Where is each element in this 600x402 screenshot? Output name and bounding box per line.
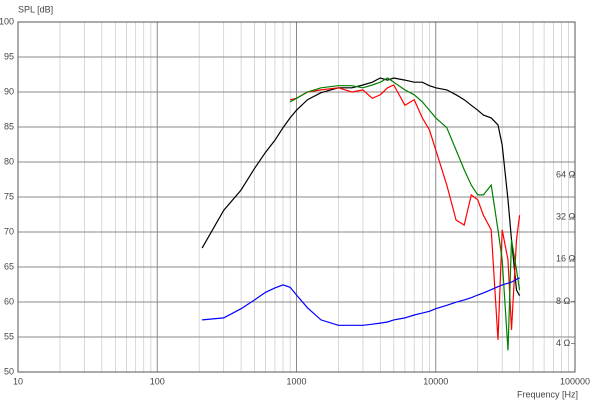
series-line — [289, 84, 521, 340]
series-line — [202, 277, 520, 326]
y2-tick-label: 8 Ω — [556, 296, 571, 306]
y2-tick-label: 64 Ω — [556, 170, 576, 180]
y-tick-label: 75 — [4, 191, 14, 201]
y-tick-label: 95 — [4, 51, 14, 61]
x-tick-label: 100000 — [560, 376, 590, 386]
y2-tick-label: 32 Ω — [556, 212, 576, 222]
y2-tick-label: 4 Ω — [556, 338, 571, 348]
y-tick-label: 50 — [4, 366, 14, 376]
y-tick-label: 85 — [4, 121, 14, 131]
x-tick-label: 10000 — [423, 376, 448, 386]
y-tick-label: 60 — [4, 296, 14, 306]
y-tick-label: 55 — [4, 331, 14, 341]
x-tick-label: 10 — [13, 376, 23, 386]
series-line — [289, 77, 521, 351]
plot-frame — [17, 21, 576, 373]
series-line — [201, 77, 521, 296]
y-tick-label: 80 — [4, 156, 14, 166]
y2-tick-label: 16 Ω — [556, 254, 576, 264]
y-tick-label: 90 — [4, 86, 14, 96]
x-axis-label: Frequency [Hz] — [517, 389, 578, 399]
y-axis-label: SPL [dB] — [18, 4, 53, 14]
x-tick-label: 100 — [150, 376, 165, 386]
x-tick-label: 1000 — [286, 376, 306, 386]
y-tick-label: 70 — [4, 226, 14, 236]
y-tick-label: 100 — [0, 16, 14, 26]
y-tick-label: 65 — [4, 261, 14, 271]
